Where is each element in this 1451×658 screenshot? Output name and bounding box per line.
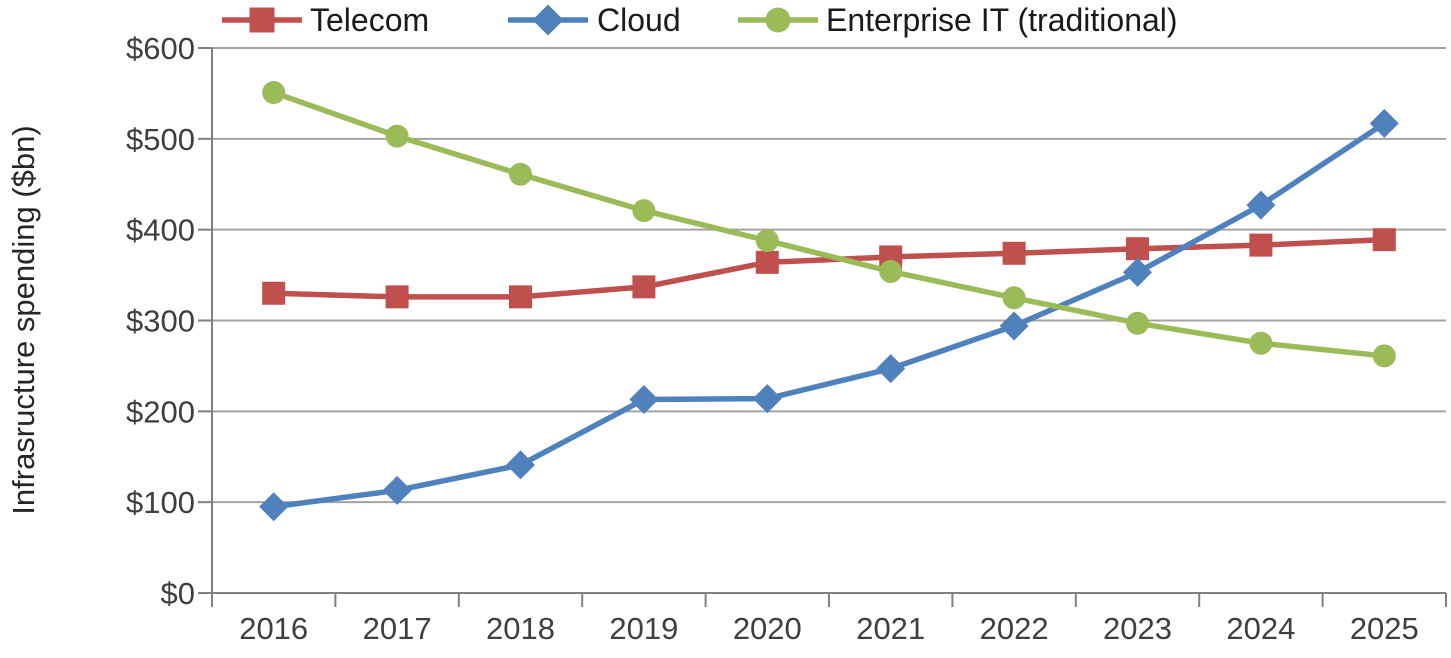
marker-telecom-2025 (1372, 228, 1396, 252)
marker-enterprise-it-traditional-2023 (1126, 311, 1149, 335)
legend-marker-circle-icon (765, 7, 791, 33)
x-tick-label: 2018 (486, 611, 555, 646)
marker-telecom-2023 (1126, 237, 1149, 261)
legend-label-enterprise-it-traditional: Enterprise IT (traditional) (826, 2, 1178, 38)
line-telecom (270, 236, 1388, 300)
series-cloud (259, 108, 1399, 522)
marker-cloud-2023 (1123, 257, 1152, 287)
marker-cloud-2022 (999, 311, 1029, 341)
marker-telecom-2018 (509, 285, 532, 309)
x-tick-label: 2025 (1350, 611, 1419, 646)
marker-telecom-2022 (1002, 241, 1026, 265)
x-tick-label: 2022 (980, 611, 1049, 646)
marker-enterprise-it-traditional-2024 (1249, 331, 1273, 355)
marker-cloud-2020 (752, 384, 782, 414)
x-tick-label: 2021 (856, 611, 925, 646)
line-cloud (270, 120, 1388, 510)
y-tick-label: $300 (126, 304, 195, 339)
legend-item-telecom: Telecom (222, 2, 429, 38)
marker-cloud-2016 (259, 492, 289, 522)
y-axis-title: Infrasructure spending ($bn) (6, 125, 41, 514)
gridlines (212, 47, 1446, 504)
line-enterprise-it-traditional (270, 89, 1388, 359)
x-tick-label: 2024 (1226, 611, 1295, 646)
legend-item-cloud: Cloud (508, 2, 681, 38)
marker-telecom-2019 (632, 275, 656, 299)
marker-cloud-2018 (506, 450, 535, 480)
x-tick-label: 2023 (1103, 611, 1172, 646)
legend-marker-square-icon (249, 7, 275, 33)
marker-cloud-2024 (1246, 190, 1276, 220)
legend-label-telecom: Telecom (310, 2, 429, 38)
marker-enterprise-it-traditional-2019 (632, 199, 656, 223)
marker-cloud-2021 (876, 354, 906, 384)
x-tick-label: 2017 (363, 611, 432, 646)
series-enterprise-it-traditional (262, 81, 1396, 368)
marker-enterprise-it-traditional-2016 (262, 81, 286, 105)
marker-enterprise-it-traditional-2018 (509, 162, 532, 186)
legend-label-cloud: Cloud (597, 2, 681, 38)
marker-enterprise-it-traditional-2025 (1372, 344, 1396, 368)
marker-enterprise-it-traditional-2020 (755, 229, 779, 253)
y-tick-label: $500 (126, 122, 195, 157)
legend-item-enterprise-it-traditional: Enterprise IT (traditional) (738, 2, 1178, 38)
marker-telecom-2016 (262, 281, 286, 305)
marker-enterprise-it-traditional-2022 (1002, 286, 1026, 310)
y-tick-label: $0 (161, 576, 195, 611)
x-tick-label: 2019 (609, 611, 678, 646)
marker-telecom-2024 (1249, 233, 1273, 257)
marker-enterprise-it-traditional-2017 (385, 124, 409, 148)
legend: Telecom Cloud Enterprise IT (traditional) (222, 2, 1178, 38)
y-tick-label: $600 (126, 31, 195, 66)
marker-cloud-2017 (382, 475, 412, 505)
axis-labels: $0 $100 $200 $300 $400 $500 $600 2016 2017 2018 20… (126, 31, 1419, 646)
marker-telecom-2020 (755, 250, 779, 274)
y-tick-label: $100 (126, 485, 195, 520)
marker-telecom-2017 (385, 285, 409, 309)
marker-cloud-2019 (629, 385, 659, 415)
marker-cloud-2025 (1369, 108, 1399, 138)
x-tick-label: 2020 (733, 611, 802, 646)
legend-marker-diamond-icon (532, 4, 564, 36)
axes (198, 47, 1447, 607)
series-telecom (262, 228, 1396, 309)
series-lines (259, 81, 1399, 522)
y-tick-label: $400 (126, 213, 195, 248)
y-tick-label: $200 (126, 394, 195, 429)
x-tick-label: 2016 (239, 611, 308, 646)
marker-enterprise-it-traditional-2021 (879, 259, 903, 283)
